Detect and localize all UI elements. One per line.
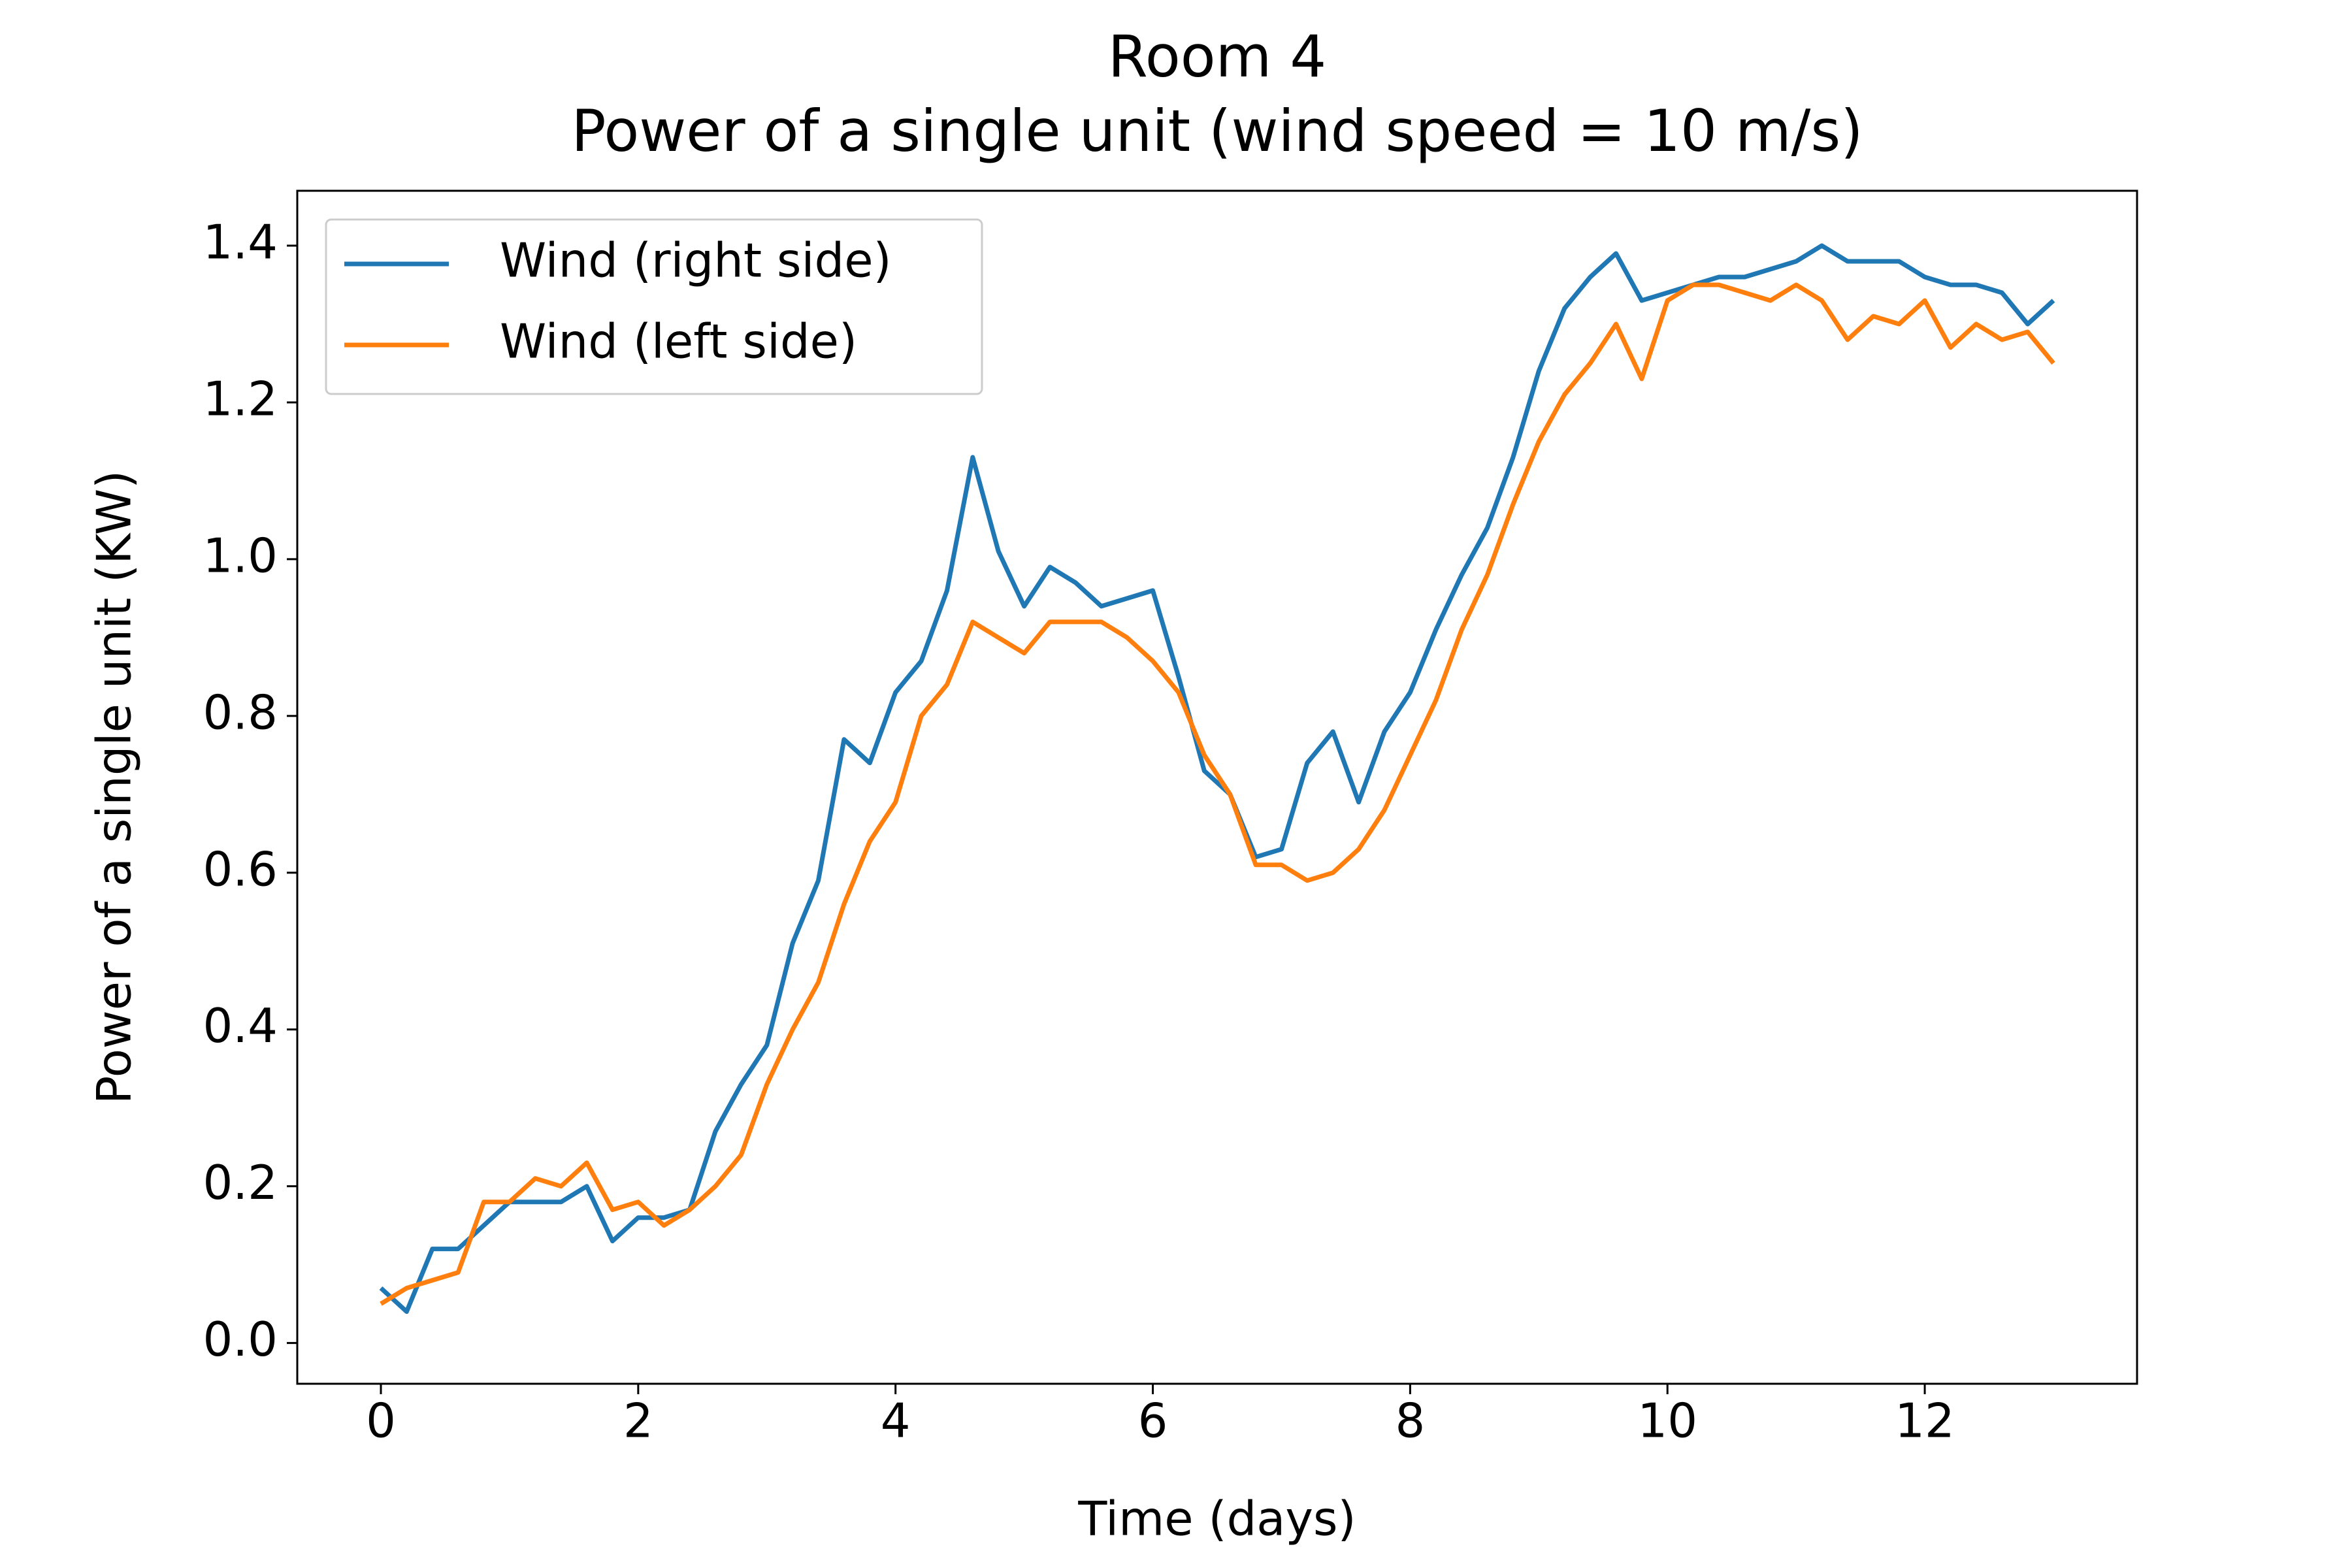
- y-tick-label: 1.2: [203, 371, 278, 426]
- x-tick-label: 12: [1895, 1394, 1955, 1448]
- x-tick-label: 8: [1395, 1394, 1425, 1448]
- y-tick-label: 0.4: [203, 998, 278, 1053]
- x-axis-label: Time (days): [1077, 1492, 1356, 1546]
- x-tick-label: 10: [1637, 1394, 1697, 1448]
- data-line: [379, 243, 2055, 1315]
- y-tick-label: 0.6: [203, 841, 278, 896]
- x-tick-label: 6: [1138, 1394, 1168, 1448]
- y-tick-label: 0.8: [203, 685, 278, 740]
- y-tick-label: 0.0: [203, 1312, 278, 1367]
- chart-title: Room 4: [1108, 23, 1327, 90]
- x-tick-label: 2: [623, 1394, 653, 1448]
- x-tick-label: 4: [881, 1394, 911, 1448]
- y-axis-label: Power of a single unit (KW): [87, 470, 142, 1104]
- legend-box: [325, 218, 983, 395]
- legend-label: Wind (right side): [500, 233, 892, 288]
- y-tick-label: 1.4: [203, 214, 278, 269]
- chart-subtitle: Power of a single unit (wind speed = 10 …: [571, 97, 1863, 165]
- y-tick-label: 1.0: [203, 528, 278, 583]
- legend: Wind (right side) Wind (left side): [325, 218, 983, 395]
- plot-frame: [296, 189, 2138, 1385]
- y-tick-label: 0.2: [203, 1155, 278, 1210]
- x-tick-label: 0: [366, 1394, 396, 1448]
- data-line: [380, 282, 2055, 1306]
- legend-label: Wind (left side): [500, 314, 857, 369]
